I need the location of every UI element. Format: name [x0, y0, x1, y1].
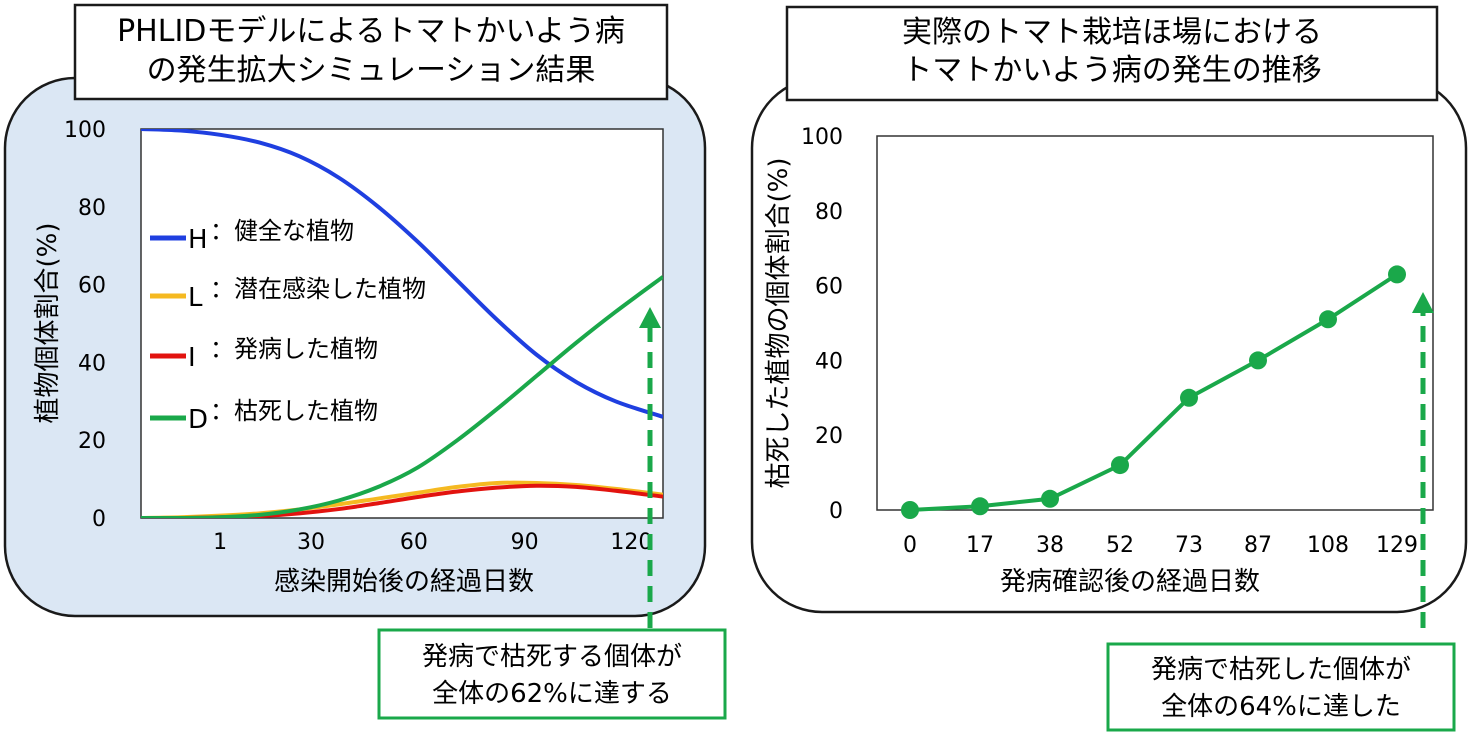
right-title-box — [785, 5, 1439, 102]
right-x-tick-label: 129 — [1376, 533, 1418, 558]
right-data-point — [1111, 456, 1129, 475]
left-title-line-2: の発生拡大シミュレーション結果 — [147, 53, 596, 88]
series-line-dead — [141, 275, 663, 518]
left-callout-box — [377, 628, 727, 720]
left-panel: PHLIDモデルによるトマトかいよう病 の発生拡大シミュレーション結果 0 20 4… — [3, 3, 707, 618]
legend-label-D: ：枯死した植物 — [210, 397, 378, 425]
right-data-point — [1249, 351, 1267, 370]
left-y-tick-label: 80 — [78, 196, 106, 221]
legend-label-L: ：潜在感染した植物 — [210, 275, 426, 303]
right-data-points — [901, 265, 1406, 519]
left-x-tick-label: 90 — [511, 530, 539, 555]
right-x-tick-label: 0 — [903, 533, 917, 558]
right-data-point — [901, 501, 919, 519]
left-title-line-1: PHLIDモデルによるトマトかいよう病 — [117, 14, 625, 49]
right-panel: 実際のトマト栽培ほ場における トマトかいよう病の発生の推移 0 20 40 60 80 1… — [750, 5, 1468, 614]
right-x-tick-label: 17 — [966, 533, 994, 558]
left-arrow-head — [639, 307, 661, 328]
right-x-tick-label: 108 — [1307, 533, 1349, 558]
left-x-axis-title: 感染開始後の経過日数 — [274, 567, 534, 597]
legend-key-L: L — [188, 283, 203, 313]
left-y-tick-label: 40 — [78, 351, 106, 376]
right-x-tick-label: 87 — [1244, 533, 1272, 558]
right-y-tick-label: 40 — [815, 349, 843, 374]
legend-label-I: ：発病した植物 — [210, 335, 378, 363]
right-x-tick-label: 38 — [1036, 533, 1064, 558]
legend-label-H: ：健全な植物 — [210, 217, 354, 245]
right-data-point — [1388, 265, 1406, 284]
left-y-tick-label: 60 — [78, 274, 106, 299]
left-callout-line-2: 全体の62%に達する — [432, 679, 672, 709]
right-x-ticks: 0 17 38 52 73 87 108 129 — [903, 533, 1418, 558]
right-callout-box — [1106, 642, 1456, 732]
right-callout-line-2: 全体の64%に達した — [1161, 692, 1401, 722]
right-x-axis-title: 発病確認後の経過日数 — [1000, 567, 1260, 597]
right-data-point — [971, 497, 989, 516]
right-data-point — [1319, 310, 1337, 329]
left-x-tick-label: 60 — [400, 530, 428, 555]
right-arrow-head — [1412, 292, 1434, 313]
left-x-tick-label: 120 — [610, 530, 652, 555]
right-y-tick-label: 0 — [829, 499, 843, 524]
right-data-point — [1041, 489, 1059, 508]
left-y-tick-label: 0 — [92, 507, 106, 532]
legend-key-H: H — [188, 225, 208, 255]
right-y-tick-label: 100 — [801, 125, 843, 150]
right-x-tick-label: 73 — [1175, 533, 1203, 558]
right-callout-line-1: 発病で枯死した個体が — [1151, 655, 1411, 685]
right-x-tick-label: 52 — [1106, 533, 1134, 558]
left-plot-area — [140, 128, 664, 519]
right-y-ticks: 0 20 40 60 80 100 — [801, 125, 843, 524]
right-data-point — [1180, 388, 1198, 407]
left-y-tick-label: 20 — [78, 429, 106, 454]
legend-key-D: D — [188, 405, 208, 435]
series-line-healthy — [141, 129, 663, 419]
right-y-tick-label: 60 — [815, 275, 843, 300]
left-y-tick-label: 100 — [64, 118, 106, 143]
legend-key-I: I — [188, 343, 196, 373]
left-x-tick-label: 1 — [213, 530, 227, 555]
left-y-axis-title: 植物個体割合(%) — [33, 223, 63, 424]
right-plot-area — [876, 135, 1434, 511]
right-y-axis-title: 枯死した植物の個体割合(%) — [764, 158, 794, 489]
left-title-box — [73, 3, 669, 101]
right-y-tick-label: 80 — [815, 200, 843, 225]
right-y-tick-label: 20 — [815, 424, 843, 449]
left-y-ticks: 0 20 40 60 80 100 — [64, 118, 106, 532]
left-legend: H ：健全な植物 L ：潜在感染した植物 I ：発病した植物 D ：枯死した植物 — [150, 217, 426, 435]
left-x-tick-label: 30 — [297, 530, 325, 555]
right-title-line-2: トマトかいよう病の発生の推移 — [902, 53, 1321, 88]
left-x-ticks: 1 30 60 90 120 — [213, 530, 652, 555]
right-title-line-1: 実際のトマト栽培ほ場における — [902, 15, 1322, 50]
left-callout-line-1: 発病で枯死する個体が — [422, 642, 682, 672]
series-line-dead-observed — [909, 272, 1399, 512]
